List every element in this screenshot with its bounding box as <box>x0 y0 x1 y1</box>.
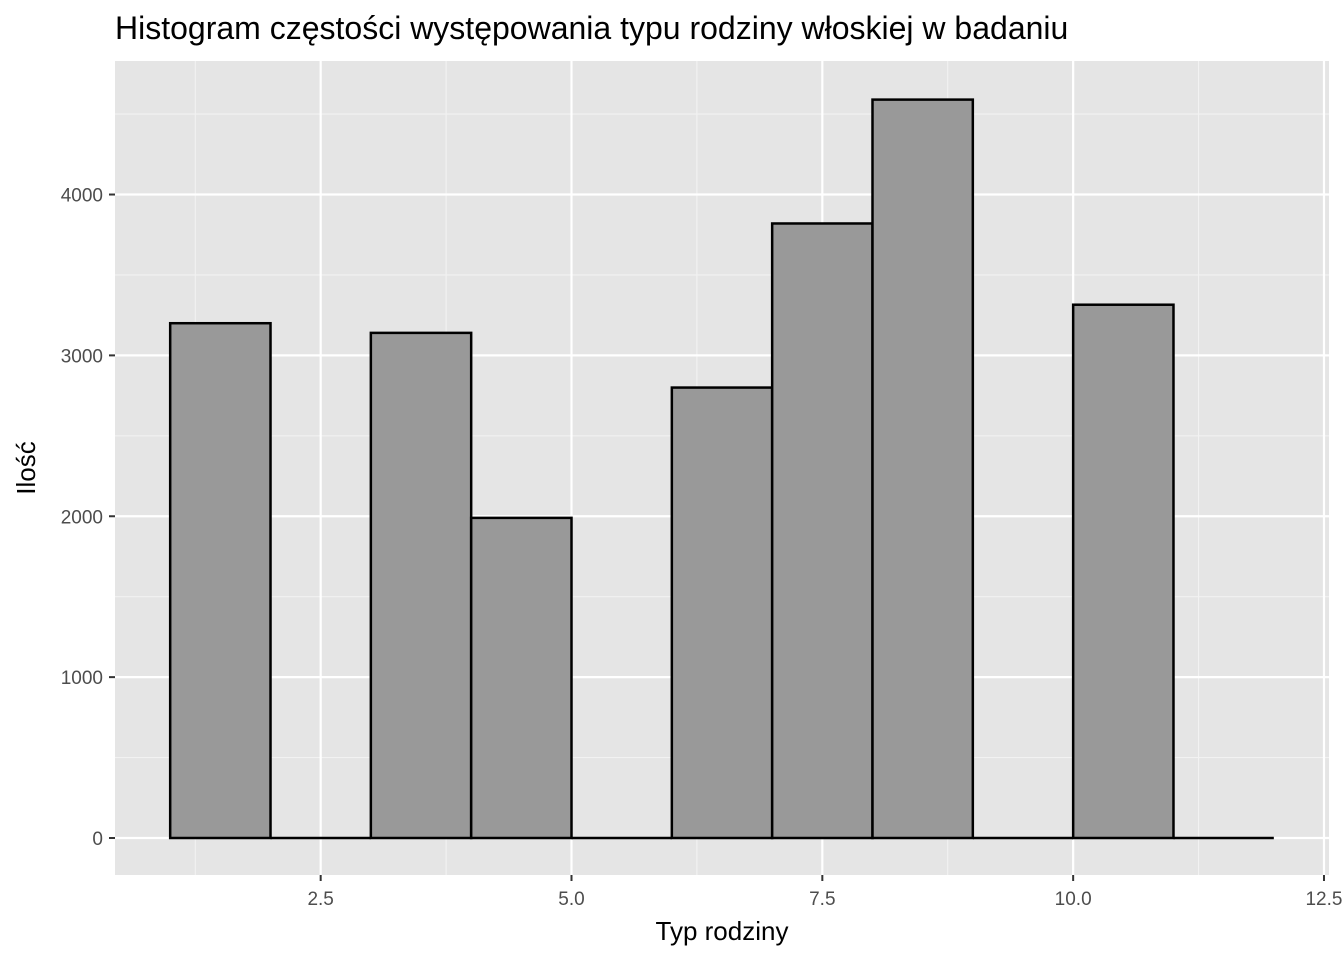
y-tick-label: 2000 <box>61 507 103 528</box>
histogram-bar <box>1071 303 1175 840</box>
x-tick-label: 7.5 <box>809 889 835 910</box>
y-tick-label: 4000 <box>61 186 103 207</box>
histogram-bar <box>770 222 874 840</box>
histogram-bar <box>168 321 272 840</box>
y-tick-label: 1000 <box>61 668 103 689</box>
x-axis: 2.5 5.0 7.5 10.0 12.5 <box>307 875 1342 910</box>
y-tick-label: 0 <box>92 829 103 850</box>
y-axis-title: Ilość <box>11 441 41 494</box>
chart-title: Histogram częstości występowania typu ro… <box>115 10 1068 46</box>
y-tick-label: 3000 <box>61 346 103 367</box>
histogram-bar <box>670 386 774 840</box>
x-tick-label: 12.5 <box>1305 889 1342 910</box>
histogram-bar <box>469 516 573 840</box>
x-tick-label: 2.5 <box>307 889 333 910</box>
histogram-bars <box>168 98 1274 840</box>
x-tick-label: 10.0 <box>1055 889 1092 910</box>
x-tick-label: 5.0 <box>558 889 584 910</box>
x-axis-title: Typ rodziny <box>656 916 789 946</box>
histogram-bar <box>871 98 975 840</box>
y-axis: 0 1000 2000 3000 4000 <box>61 186 115 850</box>
histogram-bar <box>369 331 473 840</box>
